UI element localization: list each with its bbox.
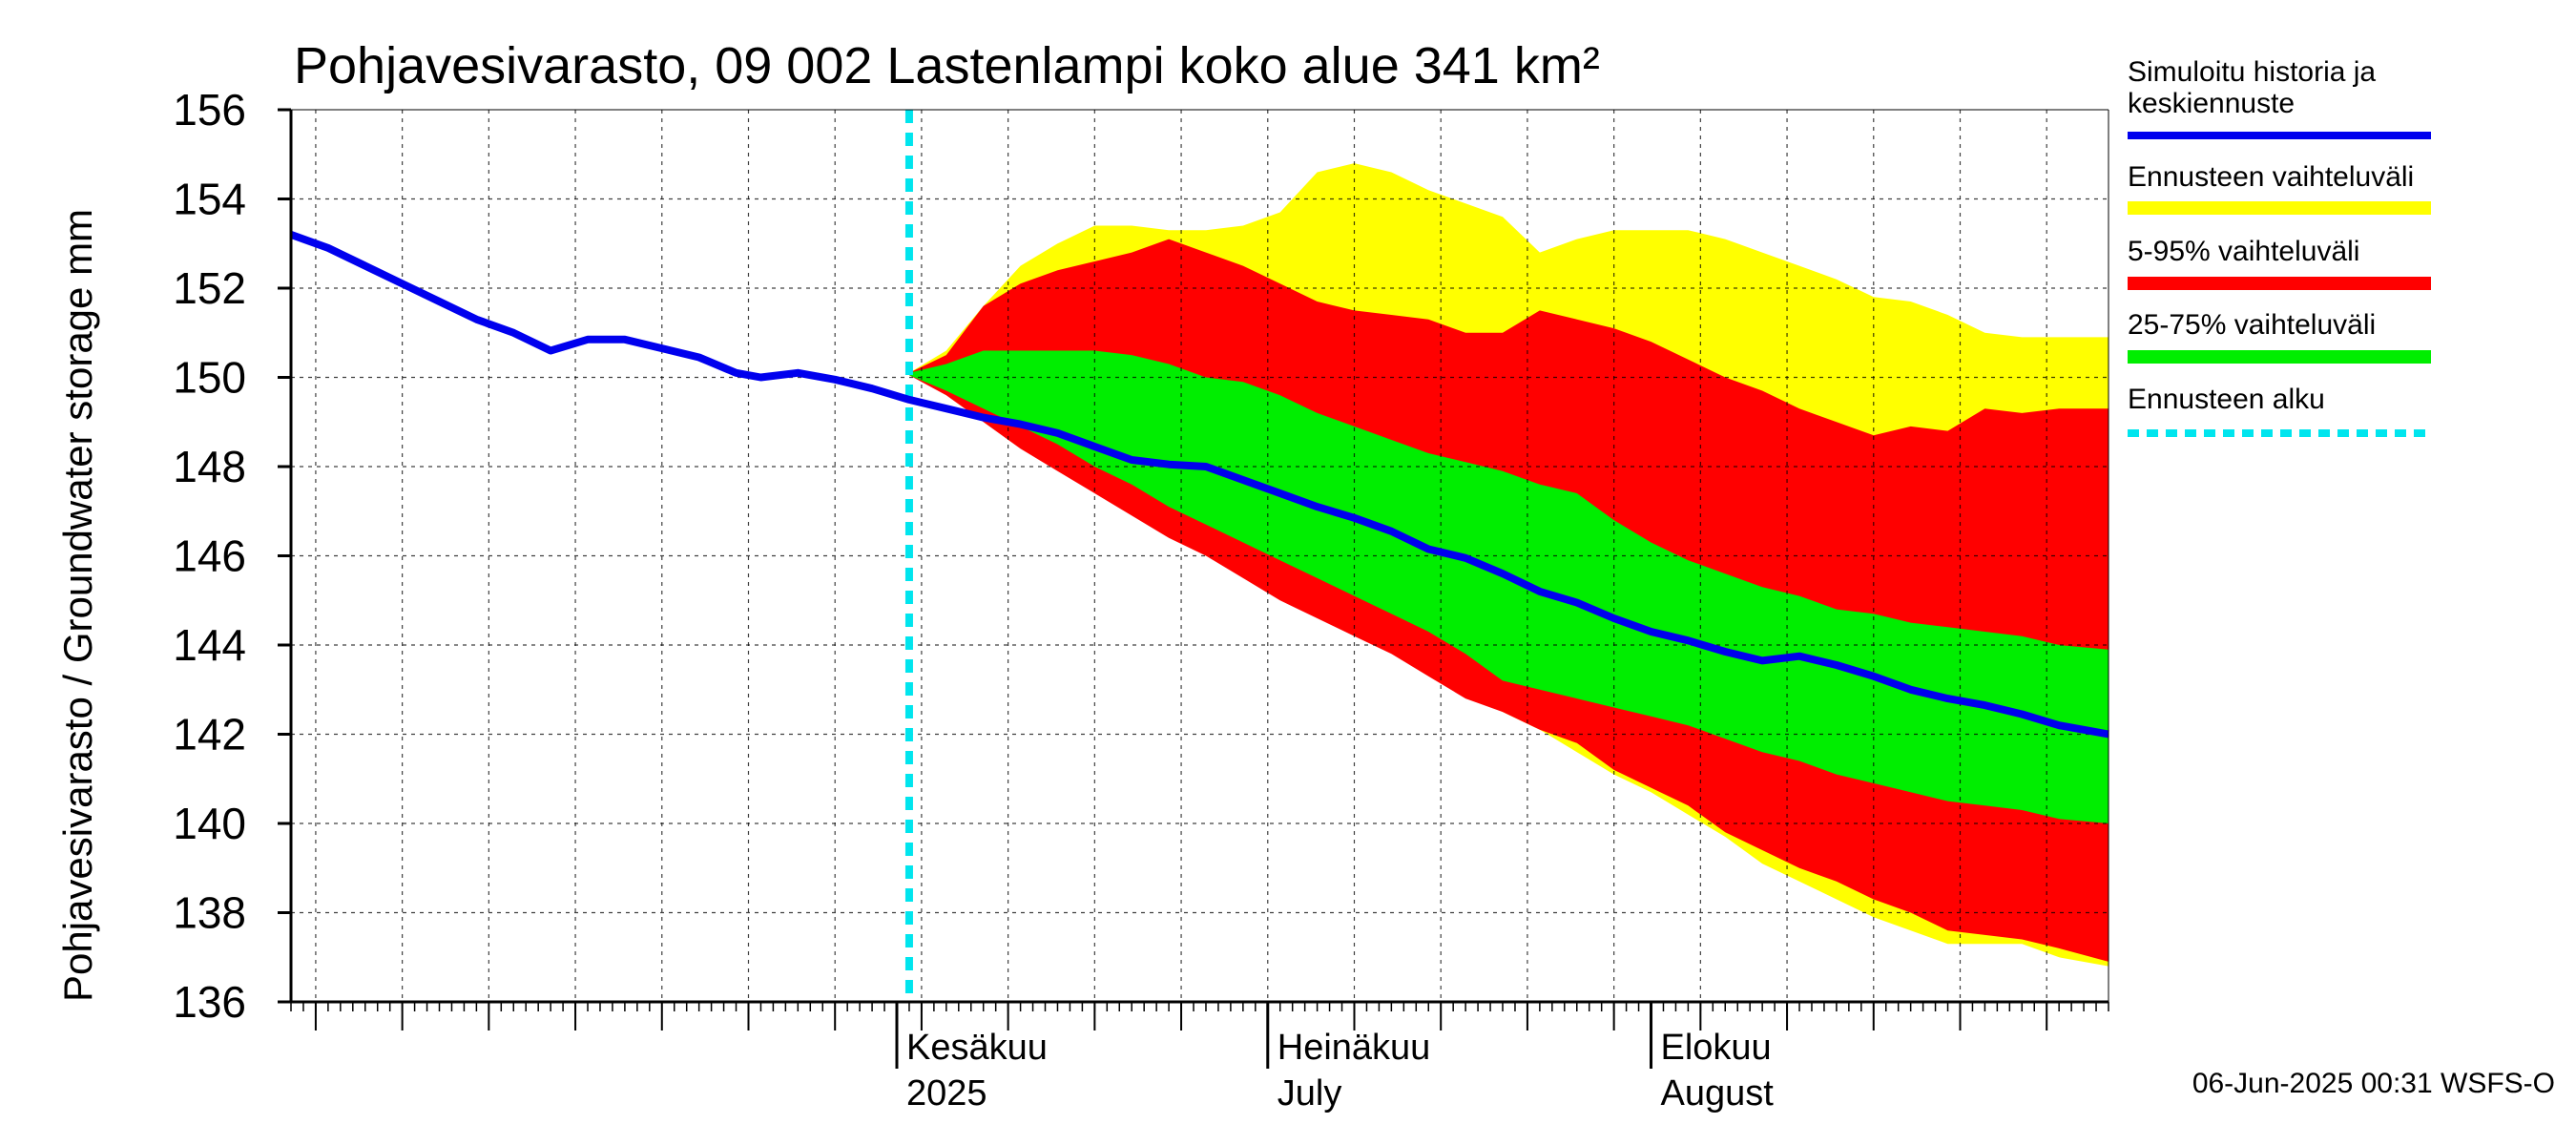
chart-title: Pohjavesivarasto, 09 002 Lastenlampi kok… [294, 37, 1600, 94]
y-tick-label: 148 [173, 442, 246, 491]
y-tick-label: 152 [173, 263, 246, 313]
legend-label-25-75: 25-75% vaihteluväli [2128, 309, 2376, 341]
y-tick-label: 154 [173, 175, 246, 224]
y-axis-label: Pohjavesivarasto / Groundwater storage m… [55, 209, 100, 1002]
x-month-sublabel: July [1278, 1073, 1342, 1114]
x-month-sublabel: 2025 [906, 1073, 987, 1114]
legend-label-range: Ennusteen vaihteluväli [2128, 161, 2414, 193]
x-month-label: Elokuu [1661, 1028, 1772, 1068]
y-tick-label: 142 [173, 710, 246, 760]
y-tick-label: 136 [173, 977, 246, 1027]
y-tick-label: 150 [173, 353, 246, 403]
y-tick-label: 138 [173, 888, 246, 938]
median-line [289, 231, 2109, 739]
y-tick-label: 144 [173, 620, 246, 670]
y-tick-label: 146 [173, 531, 246, 581]
x-month-sublabel: August [1661, 1073, 1775, 1114]
grid [291, 110, 2109, 1002]
legend-label-forecast-start: Ennusteen alku [2128, 384, 2325, 415]
bands [909, 163, 2109, 967]
x-month-label: Kesäkuu [906, 1028, 1048, 1068]
y-tick-label: 156 [173, 85, 246, 135]
y-tick-label: 140 [173, 799, 246, 848]
plot-area: 136 138 140 142 144 146 148 150 152 154 156 Kesäkuu… [173, 85, 2109, 1114]
footer-timestamp: 06-Jun-2025 00:31 WSFS-O [2192, 1068, 2555, 1099]
legend-label-5-95: 5-95% vaihteluväli [2128, 236, 2359, 267]
legend-label-history-line2: keskiennuste [2128, 88, 2295, 119]
legend-label-history: Simuloitu historia ja [2128, 56, 2376, 88]
x-month-label: Heinäkuu [1278, 1028, 1431, 1068]
